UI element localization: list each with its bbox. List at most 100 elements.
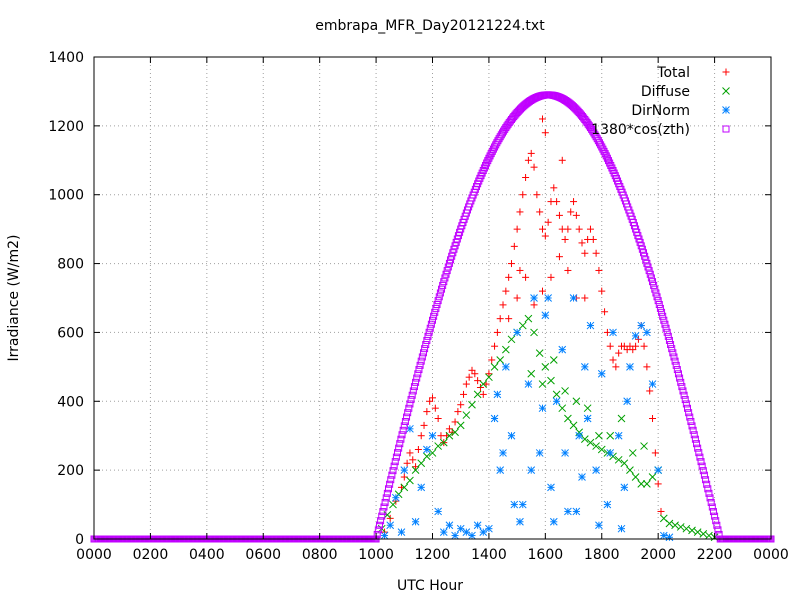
data-point (699, 529, 708, 538)
data-point (524, 380, 533, 388)
data-point (700, 471, 708, 479)
data-point (433, 301, 441, 309)
data-point (454, 408, 462, 416)
data-point (485, 373, 493, 382)
data-point (561, 387, 569, 395)
data-point (373, 530, 381, 538)
data-point (685, 409, 693, 417)
data-point (496, 466, 505, 474)
data-point (677, 378, 685, 386)
data-point (499, 301, 507, 309)
data-point (378, 512, 386, 520)
data-point (673, 366, 681, 374)
data-point (439, 281, 447, 289)
data-point (447, 256, 455, 264)
data-point (555, 211, 563, 219)
data-point (387, 476, 395, 484)
data-point (659, 312, 667, 320)
data-point (516, 517, 524, 526)
data-point (665, 336, 673, 344)
data-point (400, 422, 408, 430)
data-point (606, 449, 615, 457)
data-point (567, 208, 575, 216)
data-point (530, 163, 538, 171)
data-point (505, 315, 513, 323)
data-point (485, 524, 493, 533)
data-point (397, 528, 406, 536)
x-tick-label: 1200 (415, 547, 451, 563)
data-point (695, 449, 703, 457)
data-point (654, 297, 662, 305)
data-point (539, 287, 547, 295)
data-point (672, 361, 680, 369)
data-point (603, 154, 611, 162)
data-point (479, 528, 488, 536)
data-point (541, 129, 549, 137)
data-point (380, 503, 388, 511)
data-point (401, 417, 409, 425)
x-tick-label: 1400 (471, 547, 507, 563)
data-point (544, 218, 552, 226)
data-point (599, 145, 607, 153)
data-point (541, 363, 550, 371)
data-point (649, 278, 657, 286)
data-point (413, 374, 421, 382)
data-point (516, 208, 524, 216)
data-point (631, 473, 640, 481)
data-point (698, 462, 706, 470)
data-point (609, 356, 617, 364)
data-point (487, 150, 495, 158)
data-point (569, 421, 578, 430)
data-point (601, 150, 609, 158)
data-point (507, 260, 515, 268)
data-point (699, 467, 707, 475)
data-point (641, 252, 649, 260)
data-point (530, 294, 538, 302)
data-point (626, 466, 634, 474)
data-point (499, 449, 507, 457)
data-point (694, 444, 702, 452)
data-point (527, 369, 536, 378)
data-point (427, 320, 435, 328)
data-point (687, 417, 695, 425)
data-point (623, 397, 631, 406)
data-point (440, 278, 448, 286)
data-point (605, 157, 613, 165)
data-point (595, 266, 603, 274)
data-point (398, 431, 406, 439)
data-point (438, 285, 446, 293)
data-point (414, 445, 422, 453)
data-point (597, 369, 606, 378)
legend-label: 1380*cos(zth) (591, 122, 690, 138)
data-point (518, 500, 527, 509)
data-point (391, 458, 399, 466)
data-point (607, 161, 615, 169)
x-tick-label: 2000 (640, 547, 676, 563)
data-point (434, 442, 442, 450)
data-point (432, 304, 440, 312)
data-point (644, 263, 652, 271)
data-point (626, 363, 634, 371)
data-point (507, 431, 516, 440)
data-point (547, 483, 555, 492)
data-point (654, 480, 662, 488)
x-tick-label: 0400 (189, 547, 225, 563)
data-point (617, 414, 626, 423)
y-tick-label: 1000 (48, 188, 84, 204)
data-point (395, 444, 403, 452)
x-tick-label: 2200 (697, 547, 733, 563)
data-point (595, 431, 603, 440)
data-point (448, 252, 456, 260)
data-point (535, 349, 544, 357)
data-point (583, 414, 592, 423)
data-point (712, 517, 720, 525)
data-point (637, 321, 646, 330)
data-point (684, 404, 692, 412)
data-point (388, 471, 396, 479)
x-tick-label: 1800 (584, 547, 620, 563)
data-point (564, 266, 572, 274)
data-point (615, 349, 623, 357)
data-point (655, 301, 663, 309)
data-point (422, 341, 430, 349)
